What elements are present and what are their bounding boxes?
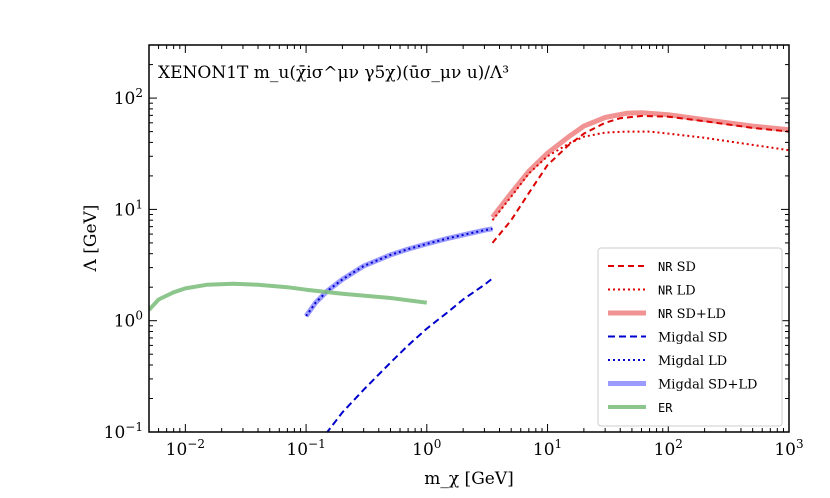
plot-title: XENON1T m_u(χ̄iσ^μν γ5χ)(ūσ_μν u)/Λ³ [158,63,509,83]
legend-label-er: ER [658,401,673,415]
legend-label-nr-sdld: NR SD+LD [658,307,726,322]
y-tick-label: 10−1 [104,420,143,443]
plot-frame [148,44,790,433]
series-migdal-ld [305,227,493,317]
series-nr-sdld [490,110,789,219]
legend: NR SD NR LD NR SD+LD Migdal SD Migdal LD Migd… [597,247,783,427]
y-tick-label: 100 [114,309,143,332]
series-migdal-sd [326,277,494,432]
x-tick-label: 100 [412,437,441,460]
x-tick-label: 101 [533,437,562,460]
x-tick-label: 10−1 [286,437,325,460]
series-nr-ld [491,130,789,221]
legend-label-nr-sd: NR SD [658,260,696,275]
series-er [149,281,428,312]
series-migdal-sdld [304,226,493,318]
x-tick-label: 102 [654,437,683,460]
y-tick-label: 102 [114,86,143,109]
x-axis-title: m_χ [GeV] [424,469,514,489]
y-tick-label: 101 [114,197,143,220]
legend-label-migdal-sd: Migdal SD [658,331,727,346]
series-nr-sd [491,115,789,244]
y-axis-title: Λ [GeV] [81,205,101,273]
legend-label-migdal-sdld: Migdal SD+LD [658,378,757,393]
legend-label-nr-ld: NR LD [658,284,696,299]
tick-labels: 10−2 10−1 100 101 102 103 10−1 100 101 102 [104,86,804,460]
x-tick-label: 10−2 [166,437,205,460]
ticks-layer [149,45,790,433]
x-tick-label: 103 [774,437,803,460]
series-layer [149,110,789,432]
legend-label-migdal-ld: Migdal LD [658,354,727,369]
